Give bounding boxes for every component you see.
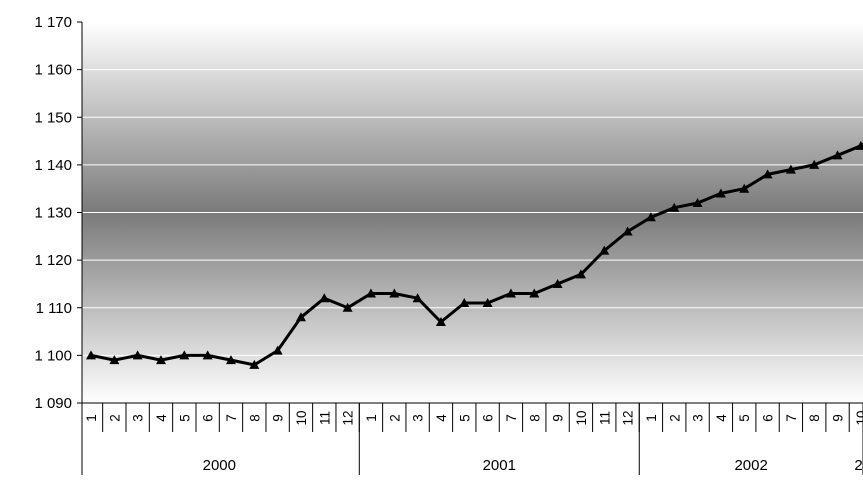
- data-point-marker: [855, 140, 863, 150]
- x-year-label: 2003: [854, 457, 863, 474]
- x-month-label: 8: [247, 414, 262, 422]
- x-month-label: 6: [761, 414, 776, 422]
- x-month-label: 1: [364, 414, 379, 422]
- y-tick-label: 1 150: [34, 109, 72, 126]
- x-month-label: 9: [831, 414, 846, 422]
- x-month-label: 2: [107, 414, 122, 422]
- data-point-marker: [412, 293, 423, 303]
- x-month-label: 12: [341, 410, 356, 425]
- x-month-label: 4: [714, 414, 729, 422]
- x-month-label: 6: [201, 414, 216, 422]
- y-tick-label: 1 130: [34, 205, 72, 222]
- x-month-label: 3: [691, 414, 706, 422]
- y-tick-label: 1 160: [34, 62, 72, 79]
- x-month-label: 1: [84, 414, 99, 422]
- data-point-marker: [179, 350, 190, 360]
- x-month-label: 10: [574, 410, 589, 425]
- data-point-marker: [272, 345, 283, 355]
- data-point-marker: [645, 212, 656, 222]
- x-month-label: 8: [527, 414, 542, 422]
- x-month-label: 3: [411, 414, 426, 422]
- x-month-label: 4: [154, 414, 169, 422]
- data-point-marker: [785, 164, 796, 174]
- x-month-label: 7: [784, 414, 799, 422]
- data-point-marker: [622, 226, 633, 236]
- x-month-label: 11: [317, 411, 332, 425]
- data-point-marker: [389, 288, 400, 298]
- x-month-label: 8: [807, 414, 822, 422]
- data-point-marker: [249, 359, 260, 369]
- x-month-label: 3: [131, 414, 146, 422]
- y-tick-label: 1 090: [34, 395, 72, 412]
- x-month-label: 10: [294, 410, 309, 425]
- data-point-marker: [155, 355, 166, 365]
- x-month-label: 9: [271, 414, 286, 422]
- series: [86, 140, 863, 369]
- data-point-marker: [295, 312, 306, 322]
- data-point-marker: [225, 355, 236, 365]
- x-month-label: 4: [434, 414, 449, 422]
- y-tick-label: 1 120: [34, 252, 72, 269]
- x-month-label: 5: [457, 414, 472, 422]
- x-month-label: 12: [621, 410, 636, 425]
- x-month-label: 6: [481, 414, 496, 422]
- data-point-marker: [692, 197, 703, 207]
- y-tick-labels: 1 090 1 100 1 110 1 120 1 130 1 140 1 150 1 160…: [34, 14, 72, 412]
- data-point-marker: [715, 188, 726, 198]
- data-point-marker: [435, 317, 446, 327]
- x-month-label: 5: [177, 414, 192, 422]
- y-tick-label: 1 140: [34, 157, 72, 174]
- data-point-marker: [132, 350, 143, 360]
- data-point-marker: [202, 350, 213, 360]
- x-month-label: 7: [224, 414, 239, 422]
- data-point-marker: [505, 288, 516, 298]
- data-point-marker: [739, 183, 750, 193]
- data-point-marker: [552, 278, 563, 288]
- x-year-label: 2002: [734, 457, 767, 474]
- x-month-label: 5: [737, 414, 752, 422]
- data-point-marker: [319, 293, 330, 303]
- y-tick-label: 1 110: [36, 300, 72, 317]
- data-point-marker: [832, 150, 843, 160]
- y-tick-label: 1 100: [34, 347, 72, 364]
- x-month-label: 1: [644, 414, 659, 422]
- data-point-marker: [529, 288, 540, 298]
- data-point-marker: [365, 288, 376, 298]
- data-point-marker: [599, 245, 610, 255]
- data-point-marker: [459, 297, 470, 307]
- x-month-label: 10: [854, 410, 863, 425]
- x-month-label: 11: [597, 411, 612, 425]
- axes: [77, 21, 863, 475]
- data-point-marker: [482, 297, 493, 307]
- data-point-marker: [669, 202, 680, 212]
- data-point-marker: [575, 269, 586, 279]
- x-month-label: 2: [387, 414, 402, 422]
- data-point-marker: [86, 350, 96, 360]
- data-point-marker: [809, 159, 820, 169]
- data-point-marker: [342, 302, 353, 312]
- data-point-marker: [762, 169, 773, 179]
- data-point-marker: [109, 355, 120, 365]
- y-tick-label: 1 170: [34, 14, 72, 31]
- x-year-label: 2000: [203, 457, 236, 474]
- x-month-label: 2: [667, 414, 682, 422]
- x-month-label: 9: [551, 414, 566, 422]
- x-year-label: 2001: [483, 457, 516, 474]
- x-month-label: 7: [504, 414, 519, 422]
